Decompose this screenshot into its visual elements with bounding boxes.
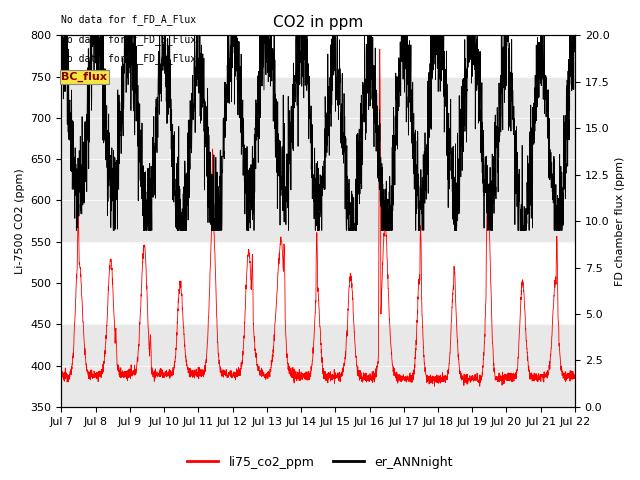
Y-axis label: Li-7500 CO2 (ppm): Li-7500 CO2 (ppm) bbox=[15, 168, 25, 274]
Text: No data for f_FD_B_Flux: No data for f_FD_B_Flux bbox=[61, 34, 196, 45]
Title: CO2 in ppm: CO2 in ppm bbox=[273, 15, 364, 30]
Text: BC_flux: BC_flux bbox=[61, 72, 108, 82]
Legend: li75_co2_ppm, er_ANNnight: li75_co2_ppm, er_ANNnight bbox=[182, 451, 458, 474]
Bar bbox=[61, 324, 575, 407]
Text: No data for f_FD_C_Flux: No data for f_FD_C_Flux bbox=[61, 53, 196, 64]
Text: No data for f_FD_A_Flux: No data for f_FD_A_Flux bbox=[61, 14, 196, 25]
Bar bbox=[61, 77, 575, 242]
Y-axis label: FD chamber flux (ppm): FD chamber flux (ppm) bbox=[615, 156, 625, 286]
